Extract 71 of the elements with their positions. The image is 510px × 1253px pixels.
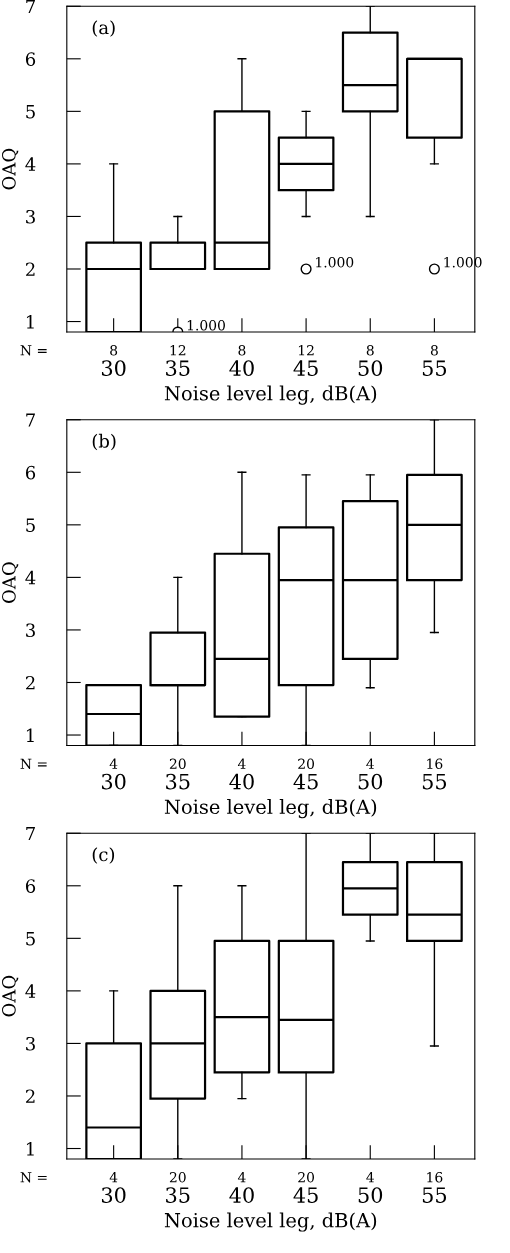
x-tick-label: 30 xyxy=(101,773,126,790)
text: 20 xyxy=(298,1171,315,1183)
x-tick-label: 50 xyxy=(358,773,383,790)
annotation: 1.000 xyxy=(316,256,354,268)
annotation: (c) xyxy=(92,847,115,864)
x-tick-label: 40 xyxy=(229,773,254,790)
y-tick-label: 7 xyxy=(26,826,35,841)
y-tick-label: 5 xyxy=(26,518,35,532)
x-tick-label: 30 xyxy=(101,360,126,376)
y-tick-label: 7 xyxy=(26,413,35,427)
text: 20 xyxy=(169,1171,186,1183)
x-tick-label: 35 xyxy=(166,360,190,376)
text: N = xyxy=(20,1172,47,1183)
x-tick-label: 40 xyxy=(229,1187,254,1203)
text: 16 xyxy=(427,1171,443,1183)
y-tick-label: 1 xyxy=(26,315,34,329)
text: 8 xyxy=(366,345,374,356)
y-tick-label: 2 xyxy=(25,262,35,276)
text: 4 xyxy=(109,1171,118,1183)
text: 4 xyxy=(237,758,246,769)
text: 4 xyxy=(366,758,374,769)
y-tick-label: 3 xyxy=(26,1036,35,1051)
y-axis-title: OAQ xyxy=(2,148,19,190)
x-tick-label: 45 xyxy=(293,360,318,376)
y-axis-title: OAQ xyxy=(2,975,19,1017)
text: 4 xyxy=(366,1171,374,1183)
text: 20 xyxy=(298,758,315,770)
text: 8 xyxy=(110,345,118,356)
y-tick-label: 4 xyxy=(25,157,36,171)
x-tick-label: 55 xyxy=(422,773,447,790)
x-tick-label: 40 xyxy=(229,360,254,376)
x-tick-label: 45 xyxy=(293,773,318,790)
y-axis-title: OAQ xyxy=(2,562,19,603)
y-tick-label: 2 xyxy=(25,675,35,690)
annotation: (b) xyxy=(92,433,116,451)
text: 20 xyxy=(169,758,186,770)
x-tick-label: 45 xyxy=(293,1187,318,1203)
x-axis-title: Noise level leg, dB(A) xyxy=(164,799,377,819)
text: 4 xyxy=(109,758,118,769)
y-tick-label: 1 xyxy=(26,1141,34,1156)
x-axis-title: Noise level leg, dB(A) xyxy=(164,385,377,405)
text: 16 xyxy=(427,758,443,770)
y-tick-label: 2 xyxy=(25,1089,35,1103)
y-tick-label: 3 xyxy=(26,209,35,224)
y-tick-label: 5 xyxy=(26,105,35,119)
annotation: (a) xyxy=(92,20,115,37)
y-tick-label: 5 xyxy=(26,932,35,946)
text: N = xyxy=(20,758,47,770)
y-tick-label: 4 xyxy=(25,570,36,585)
y-tick-label: 4 xyxy=(25,984,36,998)
y-tick-label: 6 xyxy=(25,52,36,66)
text: 8 xyxy=(430,345,438,356)
annotation: 1.000 xyxy=(187,320,225,331)
x-tick-label: 35 xyxy=(166,773,190,790)
y-tick-label: 6 xyxy=(25,879,36,893)
x-tick-label: 30 xyxy=(101,1187,126,1203)
text: 12 xyxy=(298,345,314,356)
x-tick-label: 35 xyxy=(166,1187,190,1203)
x-axis-title: Noise level leg, dB(A) xyxy=(164,1212,377,1232)
text: 12 xyxy=(170,345,186,356)
x-tick-label: 55 xyxy=(422,360,447,376)
text: N = xyxy=(20,345,47,356)
y-tick-label: 3 xyxy=(26,623,35,638)
x-tick-label: 55 xyxy=(422,1187,447,1203)
x-tick-label: 50 xyxy=(358,1187,383,1203)
x-tick-label: 50 xyxy=(358,360,383,376)
text: 8 xyxy=(238,345,246,356)
text: 4 xyxy=(237,1171,246,1183)
y-tick-label: 6 xyxy=(25,465,36,480)
y-tick-label: 7 xyxy=(26,0,35,14)
y-tick-label: 1 xyxy=(26,728,34,742)
